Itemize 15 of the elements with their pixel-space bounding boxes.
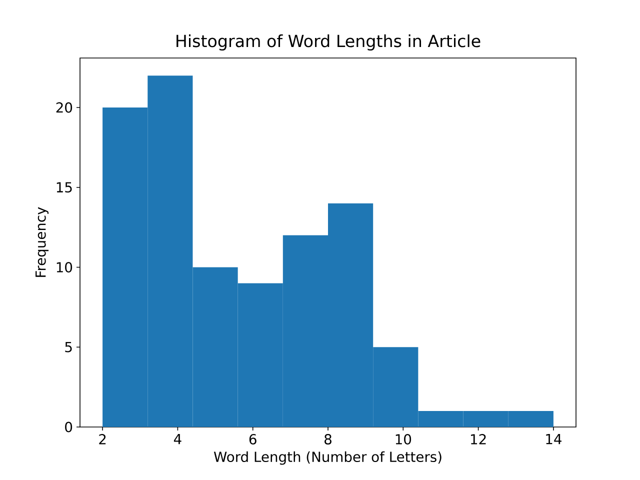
y-tick-label: 0 xyxy=(65,422,72,432)
y-tick-label: 10 xyxy=(56,262,72,272)
x-axis-title: Word Length (Number of Letters) xyxy=(214,451,442,465)
x-tick-label: 6 xyxy=(249,434,256,444)
x-tick-label: 12 xyxy=(471,434,486,444)
chart-title: Histogram of Word Lengths in Article xyxy=(176,34,480,51)
x-tick-label: 8 xyxy=(324,434,332,444)
x-tick-label: 10 xyxy=(396,434,412,444)
y-tick-label: 15 xyxy=(56,182,72,193)
x-tick-label: 14 xyxy=(546,434,562,444)
x-tick-label: 4 xyxy=(174,434,182,444)
y-axis-title: Frequency xyxy=(36,207,49,277)
x-tick-label: 2 xyxy=(99,434,106,444)
y-tick-label: 5 xyxy=(65,342,72,352)
y-tick-label: 20 xyxy=(56,102,72,113)
